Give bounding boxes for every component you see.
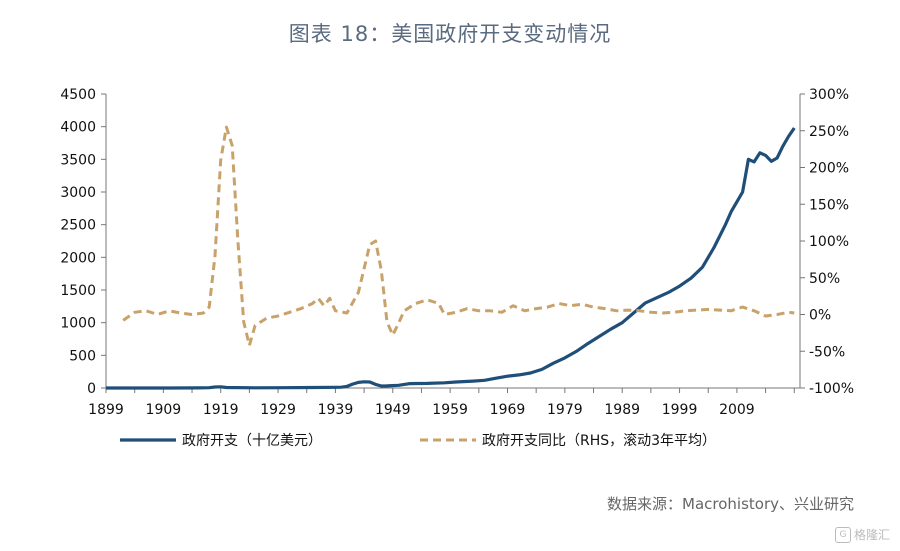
y-tick-label-right: 0% (809, 308, 831, 324)
x-tick-label: 1969 (490, 402, 526, 418)
watermark: G 格隆汇 (834, 526, 890, 543)
y-tick-label-left: 1000 (60, 316, 96, 332)
y-tick-label-right: 200% (809, 161, 849, 177)
y-tick-label-left: 2500 (60, 218, 96, 234)
y-tick-label-right: 150% (809, 197, 849, 213)
x-tick-label: 1899 (88, 402, 124, 418)
source-note: 数据来源：Macrohistory、兴业研究 (607, 495, 854, 513)
series-line-spending (106, 127, 796, 390)
x-tick-label: 1989 (604, 402, 640, 418)
chart-title: 图表 18：美国政府开支变动情况 (288, 22, 612, 46)
y-tick-label-left: 3000 (60, 185, 96, 201)
y-tick-label-left: 1500 (60, 283, 96, 299)
x-tick-label: 1929 (260, 402, 296, 418)
y-tick-label-left: 500 (69, 348, 96, 364)
x-tick-label: 2009 (719, 402, 755, 418)
y-tick-label-right: 300% (809, 87, 849, 103)
x-tick-label: 1999 (662, 402, 698, 418)
watermark-logo-icon: G (834, 526, 851, 543)
x-tick-label: 1949 (375, 402, 411, 418)
y-tick-label-left: 2000 (60, 250, 96, 266)
y-tick-label-left: 4500 (60, 87, 96, 103)
series-line-yoy (122, 125, 795, 347)
y-tick-label-right: 100% (809, 234, 849, 250)
legend-label-yoy: 政府开支同比（RHS，滚动3年平均） (482, 432, 716, 449)
y-tick-label-left: 3500 (60, 152, 96, 168)
x-tick-label: 1939 (318, 402, 354, 418)
legend: 政府开支（十亿美元） 政府开支同比（RHS，滚动3年平均） (120, 432, 716, 449)
axes: 0 500 1000 1500 2000 2500 3000 3500 4000 4500 -100… (60, 87, 854, 418)
series-group (106, 125, 796, 390)
y-tick-label-right: -50% (809, 344, 845, 360)
y-tick-label-right: -100% (809, 381, 854, 397)
x-tick-label: 1959 (432, 402, 468, 418)
y-tick-label-left: 0 (87, 381, 96, 397)
y-tick-label-left: 4000 (60, 120, 96, 136)
y-tick-label-right: 50% (809, 271, 840, 287)
x-tick-label: 1919 (203, 402, 239, 418)
x-tick-label: 1909 (146, 402, 182, 418)
x-tick-label: 1979 (547, 402, 583, 418)
legend-label-spending: 政府开支（十亿美元） (182, 433, 322, 449)
watermark-text: 格隆汇 (853, 528, 890, 542)
y-tick-label-right: 250% (809, 124, 849, 140)
